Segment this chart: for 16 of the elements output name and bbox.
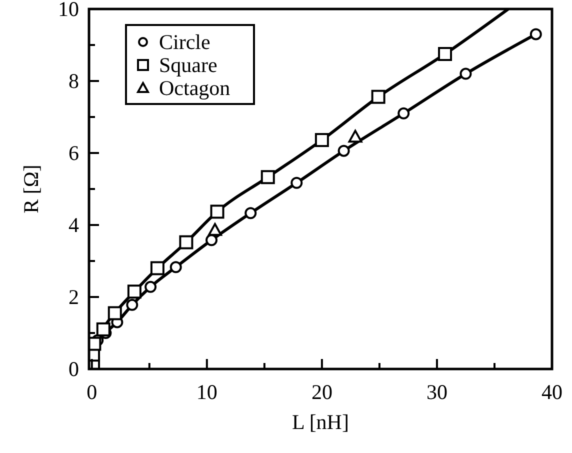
legend-label: Octagon: [159, 76, 231, 100]
y-tick-label: 2: [68, 285, 79, 309]
legend-label: Square: [159, 53, 218, 77]
x-tick-label: 20: [311, 380, 332, 404]
y-tick-label: 10: [58, 0, 79, 21]
legend-label: Circle: [159, 30, 210, 54]
y-tick-label: 8: [68, 69, 79, 93]
x-tick-label: 40: [542, 380, 562, 404]
x-tick-label: 0: [86, 380, 98, 404]
x-tick-label: 10: [196, 380, 218, 404]
y-tick-label: 4: [68, 213, 80, 237]
y-axis-title: R [Ω]: [19, 164, 43, 214]
y-tick-label: 6: [68, 141, 79, 165]
y-tick-label: 0: [68, 357, 79, 381]
x-axis-title: L [nH]: [292, 410, 349, 434]
x-tick-label: 30: [426, 380, 448, 404]
